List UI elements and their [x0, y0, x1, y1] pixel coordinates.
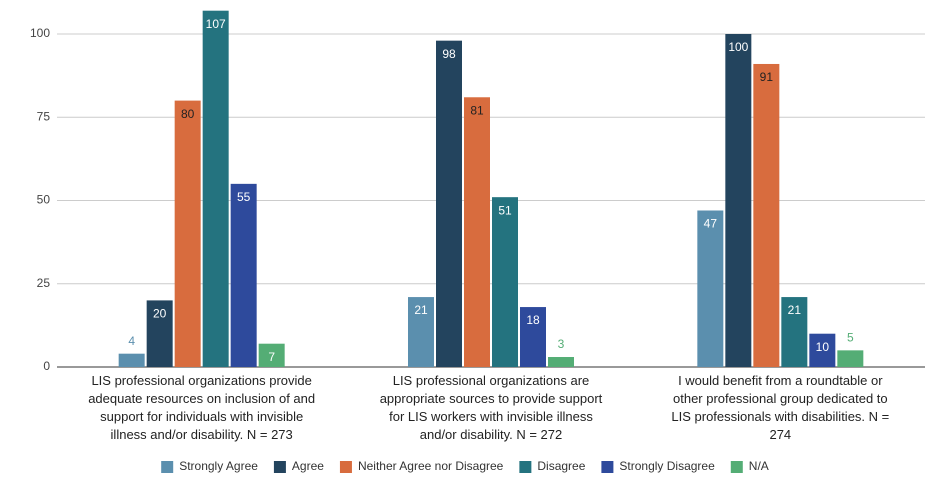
data-label: 4 — [128, 334, 135, 348]
legend-swatch — [161, 461, 174, 473]
legend-label: N/A — [749, 459, 769, 473]
y-tick-label: 25 — [37, 276, 51, 290]
legend-label: Strongly Agree — [179, 459, 258, 473]
legend-label: Neither Agree nor Disagree — [358, 459, 504, 473]
legend: Strongly Agree Agree Neither Agree nor Dis… — [161, 459, 769, 473]
bar — [118, 353, 145, 367]
bar — [753, 63, 780, 367]
data-label: 21 — [414, 303, 428, 317]
legend-label: Strongly Disagree — [619, 459, 715, 473]
bar — [781, 297, 808, 367]
data-label: 47 — [704, 217, 718, 231]
data-label: 21 — [788, 303, 802, 317]
legend-swatch — [730, 461, 743, 473]
legend-swatch — [601, 461, 614, 473]
bar — [202, 10, 229, 367]
legend-label: Agree — [292, 459, 324, 473]
bar — [725, 34, 752, 367]
data-label: 5 — [847, 331, 854, 345]
data-label: 81 — [470, 103, 484, 117]
data-label: 18 — [526, 313, 540, 327]
data-label: 51 — [498, 203, 512, 217]
data-label: 3 — [558, 337, 565, 351]
legend-swatch — [339, 461, 352, 473]
data-label: 98 — [442, 47, 456, 61]
y-tick-label: 50 — [37, 193, 51, 207]
bar — [436, 40, 462, 367]
bar — [258, 343, 285, 367]
x-tick-label: I would benefit from a roundtable or othe… — [671, 373, 889, 442]
y-tick-label: 75 — [37, 109, 51, 123]
y-tick-label: 100 — [30, 26, 50, 40]
data-label: 91 — [760, 70, 774, 84]
bar — [230, 183, 257, 367]
data-label: 80 — [181, 107, 195, 121]
data-label: 20 — [153, 307, 167, 321]
x-tick-label: LIS professional organizations provide ad… — [88, 373, 315, 442]
legend-label: Disagree — [537, 459, 585, 473]
data-label: 55 — [237, 190, 251, 204]
bar — [408, 297, 434, 367]
bar — [548, 357, 574, 367]
data-label: 107 — [206, 17, 226, 31]
legend-swatch — [519, 461, 532, 473]
data-label: 100 — [728, 40, 748, 54]
bar — [464, 97, 490, 368]
bar — [697, 210, 724, 367]
data-label: 10 — [816, 340, 830, 354]
bar — [174, 100, 201, 367]
bar — [146, 300, 173, 367]
bar — [809, 333, 836, 367]
bar — [520, 307, 546, 367]
bar — [837, 350, 864, 367]
legend-swatch — [273, 461, 286, 473]
data-label: 7 — [268, 350, 275, 364]
bar — [492, 197, 518, 367]
x-tick-label: LIS professional organizations are approp… — [380, 373, 603, 442]
y-tick-label: 0 — [43, 359, 50, 373]
